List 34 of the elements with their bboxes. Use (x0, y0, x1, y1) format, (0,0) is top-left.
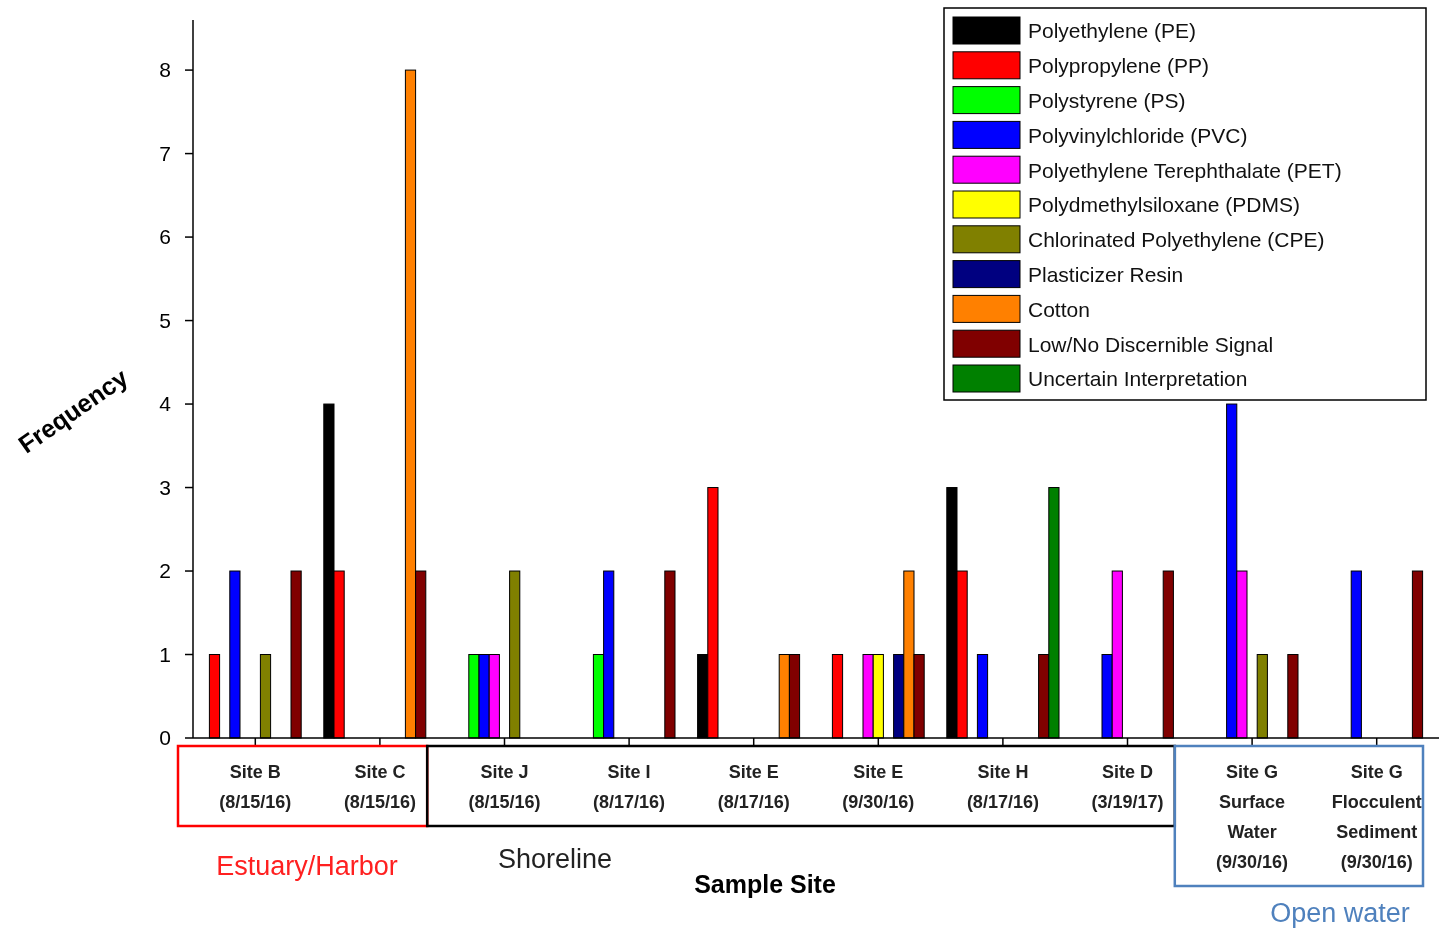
x-tick-label: Site E (9/30/16) (842, 762, 915, 812)
legend-label: Polyvinylchloride (PVC) (1028, 123, 1248, 147)
x-tick-label: Site I (8/17/16) (593, 762, 666, 812)
x-tick-label: Site H (8/17/16) (966, 762, 1039, 812)
y-tick-label: 6 (159, 225, 171, 249)
text: Shoreline (497, 844, 613, 874)
x-tick-label: Site E (8/17/16) (717, 762, 790, 812)
x-tick-label: Site G Flocculent Sediment (9/30/16) (1331, 762, 1422, 872)
legend-label: Uncertain Interpretation (1028, 367, 1248, 391)
legend-label: Polyethylene (PE) (1028, 19, 1197, 43)
y-tick-label: 4 (159, 392, 172, 416)
x-tick-label: Site B (8/15/16) (219, 762, 292, 812)
legend-label: Polypropylene (PP) (1028, 54, 1209, 78)
y-tick-label: 3 (159, 475, 171, 499)
legend-label: Cotton (1028, 297, 1090, 321)
x-tick-label: Site D (3/19/17) (1091, 762, 1164, 812)
x-axis-title: Sample Site (694, 870, 836, 898)
y-tick-label: 2 (159, 559, 171, 583)
x-tick-label: Site G Surface Water (9/30/16) (1216, 762, 1289, 872)
y-tick-label: 1 (159, 642, 171, 666)
legend-label: Polydmethylsiloxane (PDMS) (1028, 193, 1300, 217)
legend-label: Polystyrene (PS) (1028, 88, 1186, 112)
y-tick-label: 8 (159, 58, 171, 82)
legend-label: Chlorinated Polyethylene (CPE) (1028, 228, 1325, 252)
legend-label: Polyethylene Terephthalate (PET) (1028, 158, 1342, 182)
x-tick-label: Site J (8/15/16) (468, 762, 541, 812)
legend-label: Plasticizer Resin (1028, 262, 1184, 286)
y-tick-label: 5 (159, 308, 171, 332)
legend-label: Low/No Discernible Signal (1028, 332, 1274, 356)
text: Open water (1270, 898, 1410, 928)
y-tick-label: 0 (159, 726, 171, 750)
x-tick-label: Site C (8/15/16) (343, 762, 416, 812)
y-tick-label: 7 (159, 141, 171, 165)
text: Estuary/Harbor (216, 851, 398, 881)
